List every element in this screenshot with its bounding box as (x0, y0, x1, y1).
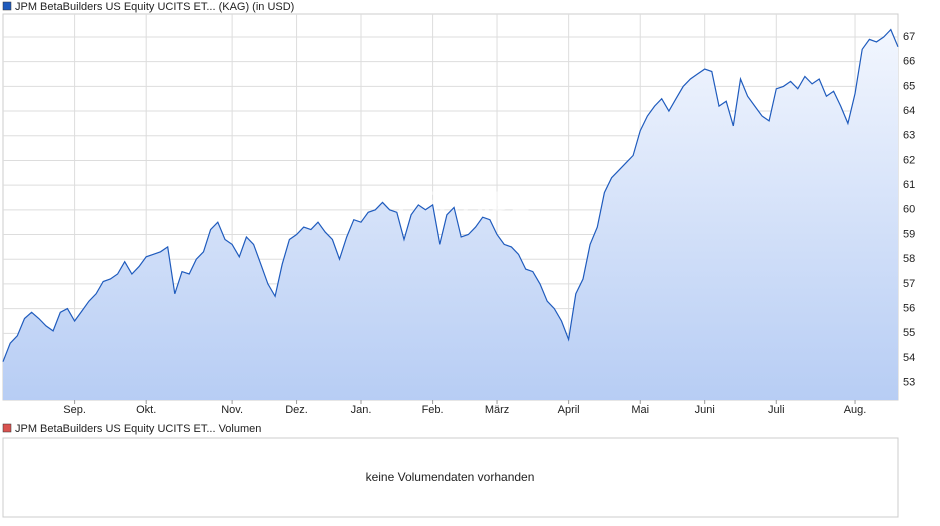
x-tick-label: März (485, 404, 509, 416)
x-tick-label: Dez. (285, 404, 308, 416)
volume-panel (2, 437, 899, 518)
no-data-message: keine Volumendaten vorhanden (366, 470, 535, 484)
price-line (2, 28, 899, 362)
x-tick-label: Juli (768, 404, 785, 416)
y-tick-label: 56 (903, 303, 915, 315)
y-tick-label: 59 (903, 228, 915, 240)
y-tick-label: 66 (903, 56, 915, 68)
y-tick-label: 53 (903, 377, 915, 389)
y-tick-label: 64 (903, 105, 915, 117)
legend-label: JPM BetaBuilders US Equity UCITS ET... V… (15, 423, 261, 435)
legend-swatch (2, 423, 12, 433)
x-tick-label: Juni (695, 404, 715, 416)
y-tick-label: 54 (903, 352, 915, 364)
y-tick-label: 65 (903, 80, 915, 92)
y-tick-label: 61 (903, 179, 915, 191)
y-tick-label: 58 (903, 253, 915, 265)
y-tick-label: 60 (903, 204, 915, 216)
legend-label: JPM BetaBuilders US Equity UCITS ET... (… (15, 1, 294, 13)
y-tick-label: 63 (903, 130, 915, 142)
x-tick-label: Okt. (136, 404, 156, 416)
y-tick-label: 55 (903, 327, 915, 339)
x-tick-label: Sep. (63, 404, 86, 416)
y-tick-label: 62 (903, 154, 915, 166)
legend-swatch (2, 1, 12, 11)
y-tick-label: 67 (903, 31, 915, 43)
y-tick-label: 57 (903, 278, 915, 290)
x-tick-label: Aug. (844, 404, 867, 416)
x-tick-label: Nov. (221, 404, 243, 416)
x-tick-label: Feb. (422, 404, 444, 416)
x-tick-label: Mai (631, 404, 649, 416)
x-tick-label: Jan. (351, 404, 372, 416)
area (3, 29, 898, 400)
x-tick-label: April (558, 404, 580, 416)
